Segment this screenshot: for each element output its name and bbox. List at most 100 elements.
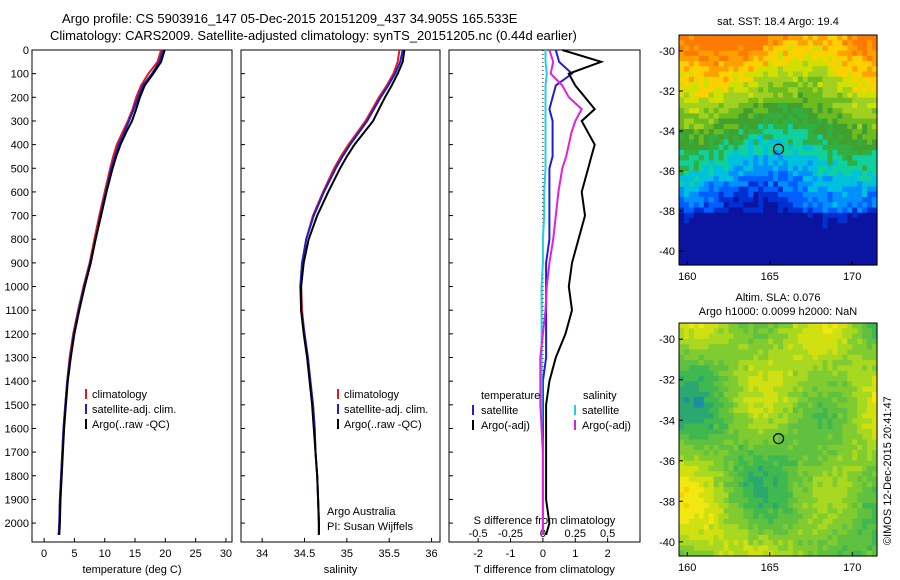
s-tick-label: 0.5 <box>600 528 615 540</box>
map-cell <box>857 333 863 340</box>
map-cell <box>802 76 809 83</box>
map-cell <box>708 418 715 425</box>
map-cell <box>832 423 838 430</box>
map-cell <box>703 259 710 266</box>
map-cell <box>748 413 754 419</box>
map-cell <box>832 186 838 193</box>
map-cell <box>703 228 710 235</box>
map-cell <box>713 244 720 250</box>
map-cell <box>733 360 739 366</box>
map-cell <box>822 413 829 419</box>
map-cell <box>842 492 848 499</box>
map-cell <box>753 202 759 209</box>
map-cell <box>723 82 730 88</box>
map-cell <box>782 207 789 214</box>
map-cell <box>827 202 834 209</box>
map-cell <box>679 197 685 203</box>
map-cell <box>773 61 779 67</box>
map-cell <box>683 524 690 531</box>
x-tick-label: 20 <box>159 548 171 560</box>
map-cell <box>748 82 754 88</box>
map-cell <box>758 381 764 388</box>
temperature-plot-frame <box>31 49 233 543</box>
map-cell <box>743 244 749 250</box>
map-cell <box>728 102 735 109</box>
map-cell <box>688 349 695 356</box>
map-cell <box>832 354 838 361</box>
map-cell <box>693 45 700 52</box>
map-cell <box>837 45 843 52</box>
map-cell <box>698 66 705 73</box>
map-cell <box>847 513 853 520</box>
map-cell <box>782 497 789 504</box>
map-cell <box>792 155 799 162</box>
map-cell <box>763 513 769 520</box>
map-cell <box>817 487 824 494</box>
map-cell <box>733 207 739 214</box>
map-cell <box>768 434 774 441</box>
map-cell <box>708 40 715 47</box>
map-cell <box>837 360 843 366</box>
map-cell <box>778 476 784 483</box>
map-cell <box>862 76 868 83</box>
x-tick-label: 10 <box>99 548 111 560</box>
map-cell <box>817 407 824 414</box>
map-cell <box>832 35 838 41</box>
map-cell <box>807 191 814 198</box>
map-cell <box>708 360 715 366</box>
map-cell <box>782 155 789 162</box>
map-cell <box>802 349 809 356</box>
map-cell <box>802 534 809 541</box>
map-cell <box>807 481 814 488</box>
map-cell <box>802 233 809 240</box>
map-cell <box>743 375 749 382</box>
map-cell <box>832 71 838 78</box>
map-cell <box>782 197 789 203</box>
map-cell <box>857 476 863 483</box>
map-cell <box>837 197 843 203</box>
map-cell <box>852 471 858 478</box>
map-cell <box>748 460 754 467</box>
map-cell <box>817 465 824 472</box>
map-cell <box>857 160 863 167</box>
map-cell <box>688 259 695 266</box>
map-cell <box>738 365 744 372</box>
map-cell <box>787 381 794 388</box>
map-cell <box>852 87 858 94</box>
map-cell <box>787 50 794 57</box>
map-cell <box>797 238 804 245</box>
map-cell <box>738 207 744 214</box>
map-cell <box>827 233 834 240</box>
map-cell <box>708 50 715 57</box>
map-cell <box>807 487 814 494</box>
x-axis-label: temperature (deg C) <box>82 564 181 576</box>
map-cell <box>738 518 744 525</box>
map-cell <box>758 386 764 393</box>
map-cell <box>847 92 853 99</box>
map-cell <box>773 518 779 525</box>
map-cell <box>748 144 754 151</box>
map-cell <box>743 97 749 104</box>
map-cell <box>703 397 710 404</box>
map-y-tick-label: -30 <box>659 334 675 346</box>
map-cell <box>827 82 834 88</box>
map-cell <box>713 139 720 146</box>
map-cell <box>723 45 730 52</box>
map-cell <box>718 217 725 224</box>
map-cell <box>763 139 769 146</box>
map-cell <box>708 118 715 125</box>
map-cell <box>817 550 824 557</box>
map-cell <box>782 545 789 552</box>
map-cell <box>862 370 868 377</box>
map-cell <box>753 460 759 467</box>
map-cell <box>738 186 744 193</box>
map-cell <box>753 465 759 472</box>
map-cell <box>733 254 739 261</box>
map-cell <box>797 338 804 345</box>
map-cell <box>827 144 834 151</box>
map-cell <box>847 170 853 177</box>
map-cell <box>688 118 695 125</box>
map-cell <box>802 102 809 109</box>
map-cell <box>713 35 720 41</box>
map-cell <box>862 118 868 125</box>
